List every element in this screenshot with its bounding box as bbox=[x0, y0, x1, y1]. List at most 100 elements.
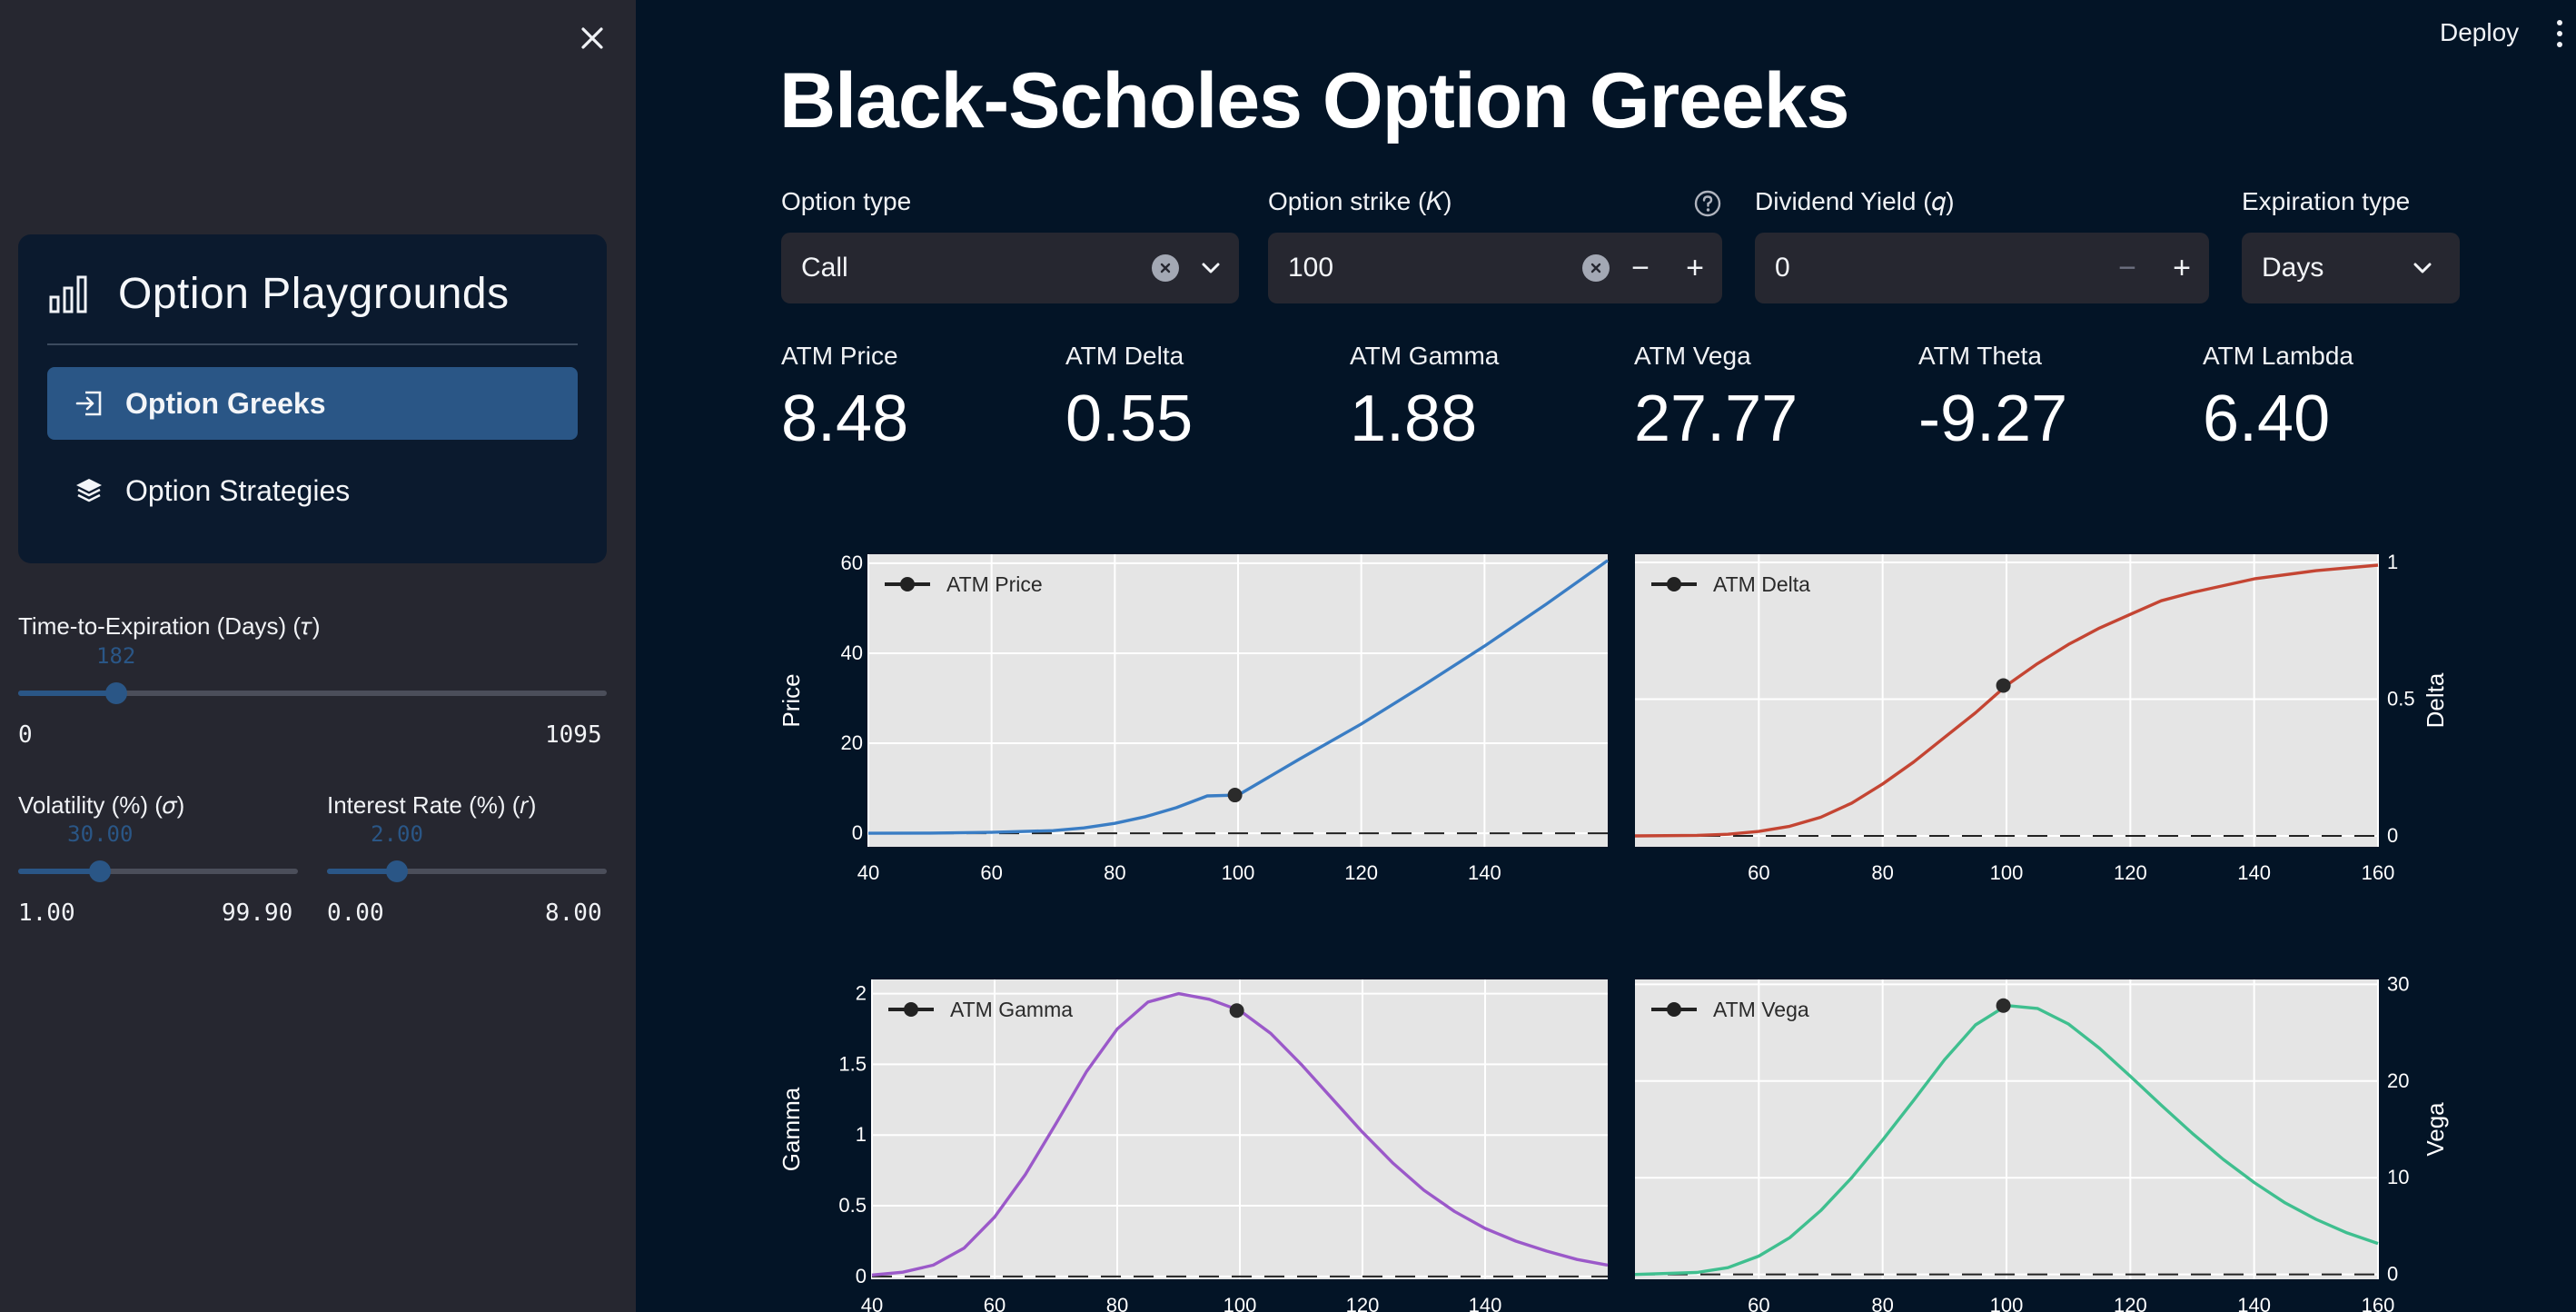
nav-title: Option Playgrounds bbox=[118, 269, 510, 318]
x-tick-label: 100 bbox=[1990, 861, 2024, 884]
metric-value: 6.40 bbox=[2203, 383, 2331, 455]
x-tick-label: 80 bbox=[1871, 861, 1893, 884]
y-tick-label: 0.5 bbox=[2387, 687, 2415, 710]
x-tick-label: 160 bbox=[2362, 861, 2395, 884]
metric-label: ATM Price bbox=[781, 342, 898, 370]
y-tick-label: 0.5 bbox=[838, 1194, 867, 1217]
x-tick-label: 80 bbox=[1104, 861, 1125, 884]
help-icon[interactable] bbox=[1693, 189, 1722, 218]
y-axis-title: Vega bbox=[2422, 1102, 2449, 1157]
expiration-type-value: Days bbox=[2262, 253, 2324, 283]
clear-icon[interactable] bbox=[1582, 254, 1610, 282]
vol-slider-label: Volatility (%) (𝜎) bbox=[18, 791, 185, 819]
y-tick-label: 0 bbox=[856, 1265, 867, 1287]
dividend-decrement-button[interactable]: − bbox=[2118, 250, 2136, 285]
vol-slider-fill bbox=[18, 869, 101, 874]
rate-slider-fill bbox=[327, 869, 397, 874]
metric-value: 27.77 bbox=[1634, 383, 1798, 455]
gridlines bbox=[1635, 554, 2379, 847]
series-line bbox=[1634, 1004, 2379, 1277]
y-tick-label: 10 bbox=[2387, 1166, 2409, 1188]
series-line bbox=[867, 559, 1609, 835]
metric-value: 0.55 bbox=[1065, 383, 1194, 455]
clear-icon[interactable] bbox=[1152, 254, 1179, 282]
legend-marker bbox=[904, 1002, 918, 1017]
x-tick-label: 40 bbox=[857, 861, 879, 884]
option-type-label: Option type bbox=[781, 187, 912, 215]
y-tick-label: 30 bbox=[2387, 972, 2409, 995]
legend-label: ATM Delta bbox=[1713, 572, 1810, 596]
x-tick-label: 120 bbox=[2114, 861, 2147, 884]
legend: ATM Price bbox=[885, 572, 1043, 596]
tte-slider-value: 182 bbox=[96, 643, 136, 669]
bar-chart-icon bbox=[49, 275, 87, 313]
x-tick-label: 100 bbox=[1990, 1294, 2024, 1312]
delta-chart[interactable]: 60 80 100 120 140 160 0 0.5 1 Delta ATM Delta bbox=[1626, 545, 2471, 890]
tte-slider-min: 0 bbox=[18, 721, 33, 749]
nav-item-label: Option Greeks bbox=[125, 386, 326, 420]
legend-marker bbox=[900, 577, 915, 591]
rate-slider-max: 8.00 bbox=[545, 900, 602, 927]
x-tick-label: 140 bbox=[1469, 1294, 1502, 1312]
tte-slider-label: Time-to-Expiration (Days) (𝜏) bbox=[18, 612, 321, 640]
interest-rate-slider[interactable]: 2.00 bbox=[327, 821, 607, 882]
metric-label: ATM Lambda bbox=[2203, 342, 2353, 370]
nav-header: Option Playgrounds bbox=[47, 262, 581, 325]
tte-slider[interactable]: 182 bbox=[18, 643, 607, 704]
vega-chart[interactable]: 60 80 100 120 140 160 0 10 20 30 Vega ATM Vega bbox=[1626, 969, 2471, 1312]
legend-marker bbox=[1667, 577, 1681, 591]
gamma-chart[interactable]: 40 60 80 100 120 140 0 0.5 1 1.5 2 Gamma ATM Gamma bbox=[781, 969, 1626, 1312]
metric-value: -9.27 bbox=[1918, 383, 2068, 455]
dividend-value: 0 bbox=[1775, 253, 1790, 283]
deploy-button[interactable]: Deploy bbox=[2440, 18, 2520, 46]
metric-label: ATM Theta bbox=[1918, 342, 2042, 370]
atm-marker bbox=[1996, 998, 2011, 1013]
tte-slider-max: 1095 bbox=[545, 721, 602, 749]
volatility-slider[interactable]: 30.00 bbox=[18, 821, 298, 882]
legend: ATM Delta bbox=[1651, 572, 1810, 596]
layers-icon bbox=[76, 479, 102, 502]
nav-item-option-strategies[interactable]: Option Strategies bbox=[47, 454, 578, 527]
y-tick-label: 1 bbox=[856, 1123, 867, 1146]
chevron-down-icon bbox=[2413, 263, 2432, 273]
x-tick-label: 60 bbox=[1748, 1294, 1769, 1312]
vol-slider-thumb[interactable] bbox=[89, 860, 112, 882]
strike-decrement-button[interactable]: − bbox=[1631, 250, 1650, 285]
rate-slider-label: Interest Rate (%) (𝑟) bbox=[327, 791, 537, 819]
vol-slider-value: 30.00 bbox=[67, 821, 134, 847]
metric-value: 8.48 bbox=[781, 383, 909, 455]
y-axis-title: Delta bbox=[2422, 672, 2449, 728]
legend-label: ATM Gamma bbox=[950, 998, 1073, 1021]
rate-slider-thumb[interactable] bbox=[386, 860, 408, 882]
tte-slider-fill bbox=[18, 691, 116, 696]
chevron-down-icon[interactable] bbox=[1199, 256, 1223, 280]
strike-increment-button[interactable]: + bbox=[1686, 250, 1704, 285]
rate-slider-value: 2.00 bbox=[371, 821, 423, 847]
expiration-type-select[interactable]: Days bbox=[2242, 233, 2460, 303]
x-tick-label: 80 bbox=[1106, 1294, 1128, 1312]
login-arrow-icon bbox=[75, 391, 102, 416]
y-axis-title: Price bbox=[781, 673, 805, 727]
dividend-increment-button[interactable]: + bbox=[2173, 250, 2191, 285]
legend-label: ATM Price bbox=[946, 572, 1043, 596]
x-tick-label: 140 bbox=[1468, 861, 1501, 884]
option-type-select[interactable]: Call bbox=[781, 233, 1239, 303]
kebab-dot bbox=[2557, 42, 2562, 47]
vol-slider-min: 1.00 bbox=[18, 900, 75, 927]
metric-value: 1.88 bbox=[1350, 383, 1478, 455]
y-tick-label: 2 bbox=[856, 982, 867, 1005]
tte-slider-thumb[interactable] bbox=[104, 682, 127, 704]
x-tick-label: 120 bbox=[2114, 1294, 2147, 1312]
legend: ATM Vega bbox=[1651, 998, 1809, 1021]
close-sidebar-button[interactable] bbox=[574, 20, 610, 56]
dividend-input[interactable]: 0 − + bbox=[1755, 233, 2209, 303]
legend-marker bbox=[1667, 1002, 1681, 1017]
price-chart[interactable]: 40 60 80 100 120 140 0 20 40 60 Price ATM Price bbox=[781, 545, 1626, 890]
y-tick-label: 0 bbox=[2387, 824, 2398, 847]
metric-label: ATM Delta bbox=[1065, 342, 1184, 370]
y-tick-label: 0 bbox=[852, 821, 863, 844]
nav-item-option-greeks[interactable]: Option Greeks bbox=[47, 367, 578, 440]
main-menu-button[interactable] bbox=[2551, 20, 2569, 53]
strike-input[interactable]: 100 − + bbox=[1268, 233, 1722, 303]
legend: ATM Gamma bbox=[888, 998, 1073, 1021]
